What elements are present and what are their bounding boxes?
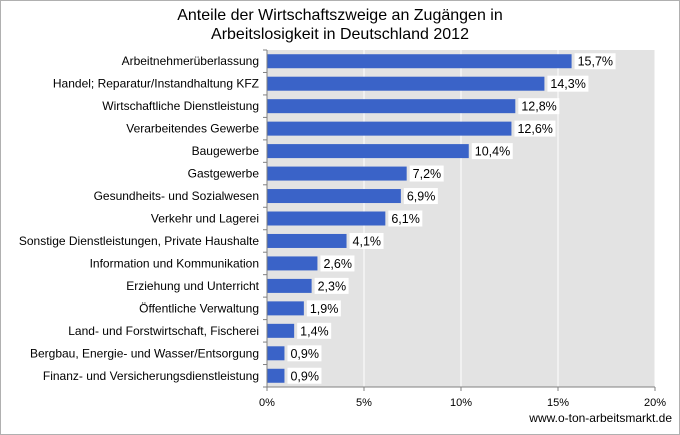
data-label-4: 10,4% [475,145,510,159]
data-label-bg-2 [518,98,560,115]
category-label-5: Gastgewerbe [188,167,260,181]
category-label-3: Verarbeitendes Gewerbe [126,122,259,136]
x-tick-label-0: 0% [259,397,275,409]
data-label-10: 2,3% [318,279,347,293]
data-label-14: 0,9% [290,369,319,383]
bar-5 [267,166,407,181]
x-tick-label-4: 20% [644,397,666,409]
data-label-12: 1,4% [300,324,329,338]
x-tick-label-3: 15% [547,397,569,409]
bar-8 [267,233,347,248]
bar-3 [267,121,512,136]
bar-9 [267,256,318,271]
data-label-bg-5 [409,165,444,182]
data-label-3: 12,6% [517,122,552,136]
bar-2 [267,99,516,114]
bar-1 [267,76,545,91]
category-label-14: Finanz- und Versicherungsdienstleistung [43,369,259,383]
data-label-5: 7,2% [413,167,442,181]
category-label-13: Bergbau, Energie- und Wasser/Entsorgung [30,346,259,360]
chart-title: Anteile der Wirtschaftszweige an Zugänge… [0,6,680,44]
data-label-13: 0,9% [290,347,319,361]
category-label-0: Arbeitnehmerüberlassung [122,54,259,68]
category-label-8: Sonstige Dienstleistungen, Private Haush… [19,234,259,248]
category-label-10: Erziehung und Unterricht [126,279,259,293]
data-label-7: 6,1% [391,212,420,226]
data-label-6: 6,9% [407,190,436,204]
category-label-12: Land- und Forstwirtschaft, Fischerei [68,324,259,338]
data-label-bg-6 [403,188,438,205]
x-tick-label-1: 5% [356,397,372,409]
category-label-1: Handel; Reparatur/Instandhaltung KFZ [53,77,259,91]
category-label-6: Gesundheits- und Sozialwesen [94,189,259,203]
bar-7 [267,211,386,226]
data-label-bg-8 [349,232,384,249]
data-label-9: 2,6% [323,257,352,271]
category-label-7: Verkehr und Lagerei [151,212,259,226]
source-note: www.o-ton-arbeitsmarkt.de [529,411,672,425]
bar-10 [267,278,312,293]
data-label-bg-0 [574,53,616,70]
data-label-bg-12 [297,322,332,339]
data-label-bg-4 [471,143,513,160]
chart-title-line-1: Anteile der Wirtschaftszweige an Zugänge… [177,7,503,24]
chart-title-line-2: Arbeitslosigkeit in Deutschland 2012 [211,26,469,43]
data-label-bg-1 [547,75,589,92]
category-label-2: Wirtschaftliche Dienstleistung [102,99,259,113]
data-label-bg-14 [287,367,322,384]
bar-12 [267,323,295,338]
data-label-bg-13 [287,345,322,362]
data-label-1: 14,3% [550,77,585,91]
data-label-2: 12,8% [521,100,556,114]
bar-14 [267,368,285,383]
data-label-bg-7 [388,210,423,227]
category-label-4: Baugewerbe [192,144,260,158]
data-label-bg-3 [514,120,556,137]
data-label-0: 15,7% [578,55,613,69]
x-tick-label-2: 10% [450,397,472,409]
data-label-bg-10 [314,277,349,294]
data-label-bg-11 [306,300,341,317]
bar-11 [267,301,304,316]
bar-4 [267,144,469,159]
data-label-bg-9 [320,255,355,272]
category-label-11: Öffentliche Verwaltung [139,301,259,315]
data-label-8: 4,1% [353,234,382,248]
bar-13 [267,346,285,361]
data-label-11: 1,9% [310,302,339,316]
bar-6 [267,189,401,204]
category-label-9: Information und Kommunikation [90,256,259,270]
bar-0 [267,54,572,69]
